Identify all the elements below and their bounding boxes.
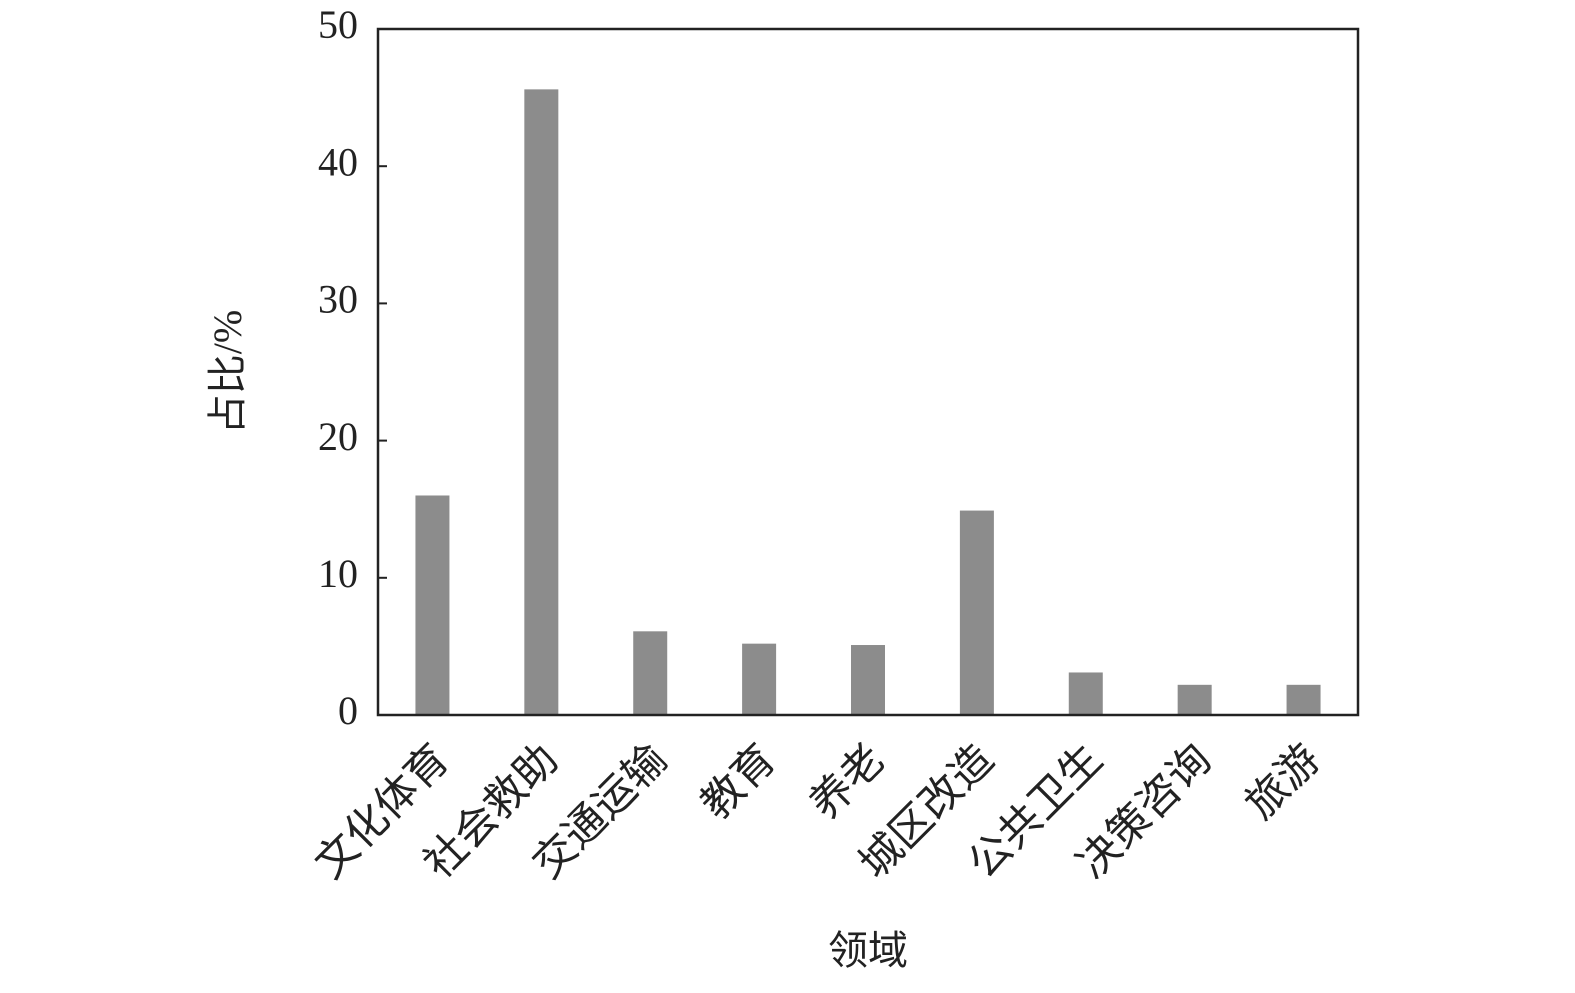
y-tick-label: 40	[318, 139, 358, 184]
y-tick-label: 0	[338, 688, 358, 733]
y-tick-label: 10	[318, 551, 358, 596]
bar	[524, 89, 559, 716]
x-tick-label: 教育	[692, 736, 785, 829]
y-tick-label: 30	[318, 277, 358, 322]
x-tick-label: 旅游	[1238, 736, 1330, 828]
y-tick-label: 50	[318, 2, 358, 47]
bar	[415, 495, 450, 715]
bar	[851, 645, 885, 715]
y-tick-label: 20	[318, 414, 358, 459]
y-axis-label: 占比/%	[205, 310, 250, 434]
bar	[633, 631, 668, 715]
plot-frame	[376, 27, 1360, 717]
bar	[742, 643, 777, 715]
bar	[1177, 684, 1212, 715]
bar	[959, 510, 994, 715]
x-tick-label: 养老	[801, 736, 894, 829]
bar	[1286, 684, 1321, 715]
bar	[1068, 672, 1103, 715]
x-axis-label: 领域	[828, 928, 908, 973]
